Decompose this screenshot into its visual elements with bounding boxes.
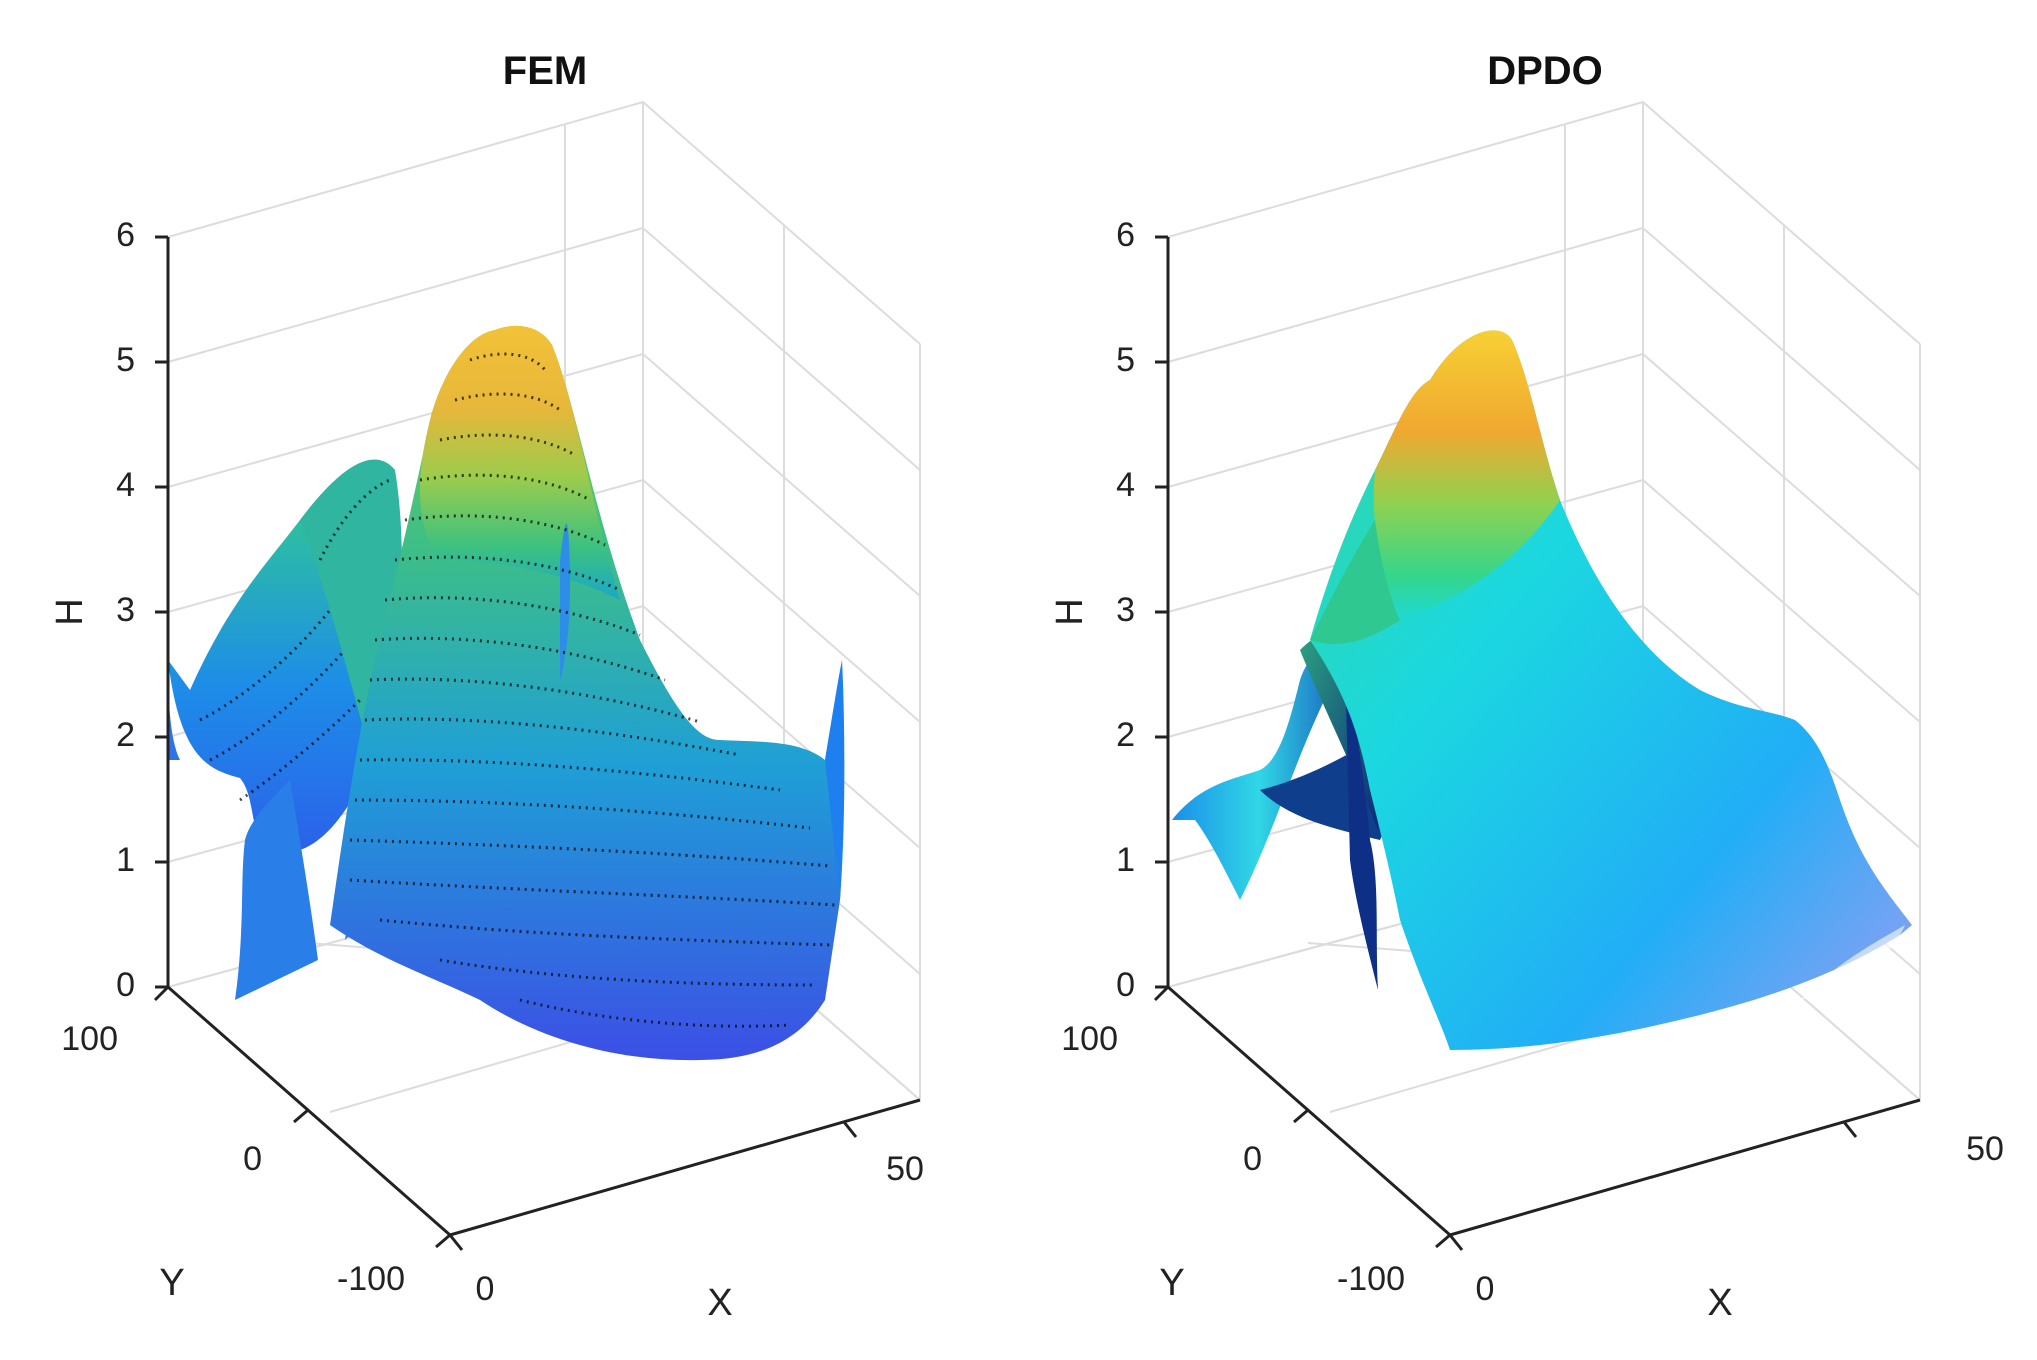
fem-zlabel: H <box>49 598 91 625</box>
dpdo-ytick-100: 100 <box>1061 1020 1118 1058</box>
dpdo-surface <box>1172 330 1912 1050</box>
dpdo-ztick-5: 5 <box>1116 341 1135 379</box>
fem-peak <box>420 326 620 600</box>
dpdo-ztick-6: 6 <box>1116 216 1135 254</box>
fem-main-body <box>330 326 841 1060</box>
dpdo-panel: DPDO <box>1049 49 2004 1324</box>
dpdo-ztick-2: 2 <box>1116 716 1135 754</box>
fem-ylabel: Y <box>159 1262 184 1304</box>
dpdo-xtick-50: 50 <box>1966 1130 2004 1168</box>
figure: FEM <box>0 0 2037 1360</box>
dpdo-xlabel: X <box>1707 1282 1732 1324</box>
fem-ztick-3: 3 <box>116 591 135 629</box>
dpdo-xtick-0: 0 <box>1476 1270 1495 1308</box>
fem-xtick-0: 0 <box>476 1270 495 1308</box>
dpdo-ylabel: Y <box>1159 1262 1184 1304</box>
fem-title: FEM <box>503 49 587 93</box>
fem-ztick-5: 5 <box>116 341 135 379</box>
dpdo-ztick-1: 1 <box>1116 841 1135 879</box>
fem-ztick-1: 1 <box>116 841 135 879</box>
dpdo-ztick-3: 3 <box>1116 591 1135 629</box>
fem-panel: FEM <box>49 49 924 1324</box>
fem-xlabel: X <box>707 1282 732 1324</box>
fem-ztick-2: 2 <box>116 716 135 754</box>
dpdo-title: DPDO <box>1487 49 1603 93</box>
dpdo-ytick-neg100: -100 <box>1337 1260 1405 1298</box>
fem-xtick-50: 50 <box>886 1150 924 1188</box>
dpdo-ztick-0: 0 <box>1116 966 1135 1004</box>
figure-canvas: FEM <box>0 0 2037 1360</box>
dpdo-ztick-4: 4 <box>1116 466 1135 504</box>
fem-ztick-6: 6 <box>116 216 135 254</box>
dpdo-ytick-0: 0 <box>1243 1140 1262 1178</box>
dpdo-zlabel: H <box>1049 598 1091 625</box>
fem-ytick-100: 100 <box>61 1020 118 1058</box>
fem-ytick-0: 0 <box>243 1140 262 1178</box>
fem-ytick-neg100: -100 <box>337 1260 405 1298</box>
fem-ztick-4: 4 <box>116 466 135 504</box>
fem-ztick-0: 0 <box>116 966 135 1004</box>
